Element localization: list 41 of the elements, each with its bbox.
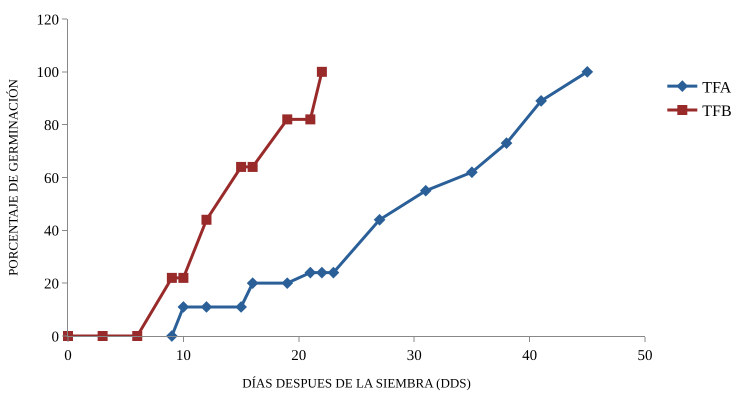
x-tick-label: 10 bbox=[176, 348, 191, 364]
point bbox=[236, 162, 246, 172]
point bbox=[178, 272, 188, 283]
point bbox=[132, 331, 142, 341]
point bbox=[305, 114, 316, 124]
point bbox=[316, 66, 327, 77]
point bbox=[200, 301, 212, 313]
point bbox=[374, 214, 386, 226]
point bbox=[178, 301, 190, 313]
point bbox=[304, 266, 316, 278]
point bbox=[500, 137, 512, 150]
x-axis-title: DÍAS DESPUES DE LA SIEMBRA (DDS) bbox=[242, 376, 471, 391]
point bbox=[466, 166, 478, 178]
y-tick-label: 0 bbox=[52, 329, 59, 346]
point bbox=[420, 184, 432, 197]
y-tick-label: 20 bbox=[44, 276, 59, 292]
point bbox=[281, 277, 294, 290]
x-tick-label: 40 bbox=[522, 348, 538, 364]
point bbox=[98, 331, 108, 341]
x-tick-label: 50 bbox=[638, 348, 652, 364]
point bbox=[328, 266, 340, 278]
point bbox=[235, 301, 247, 313]
legend-label: TFB bbox=[702, 103, 732, 120]
y-axis-title: PORCENTAJE DE GERMINACIÓN bbox=[5, 78, 20, 276]
x-tick-label: 0 bbox=[64, 348, 72, 364]
point bbox=[316, 266, 328, 278]
point bbox=[201, 214, 212, 225]
x-tick-label: 30 bbox=[406, 348, 422, 364]
point bbox=[248, 162, 258, 172]
y-tick-label: 60 bbox=[44, 170, 59, 187]
x-tick-label: 20 bbox=[291, 348, 306, 364]
point bbox=[581, 66, 594, 78]
y-tick-label: 120 bbox=[36, 12, 59, 28]
point bbox=[246, 277, 258, 290]
y-tick-label: 100 bbox=[36, 65, 59, 82]
y-tick-label: 80 bbox=[44, 118, 59, 134]
legend-label: TFA bbox=[702, 79, 732, 96]
point bbox=[535, 95, 547, 107]
point bbox=[166, 272, 177, 283]
point bbox=[282, 114, 292, 124]
y-tick-label: 40 bbox=[44, 224, 59, 240]
